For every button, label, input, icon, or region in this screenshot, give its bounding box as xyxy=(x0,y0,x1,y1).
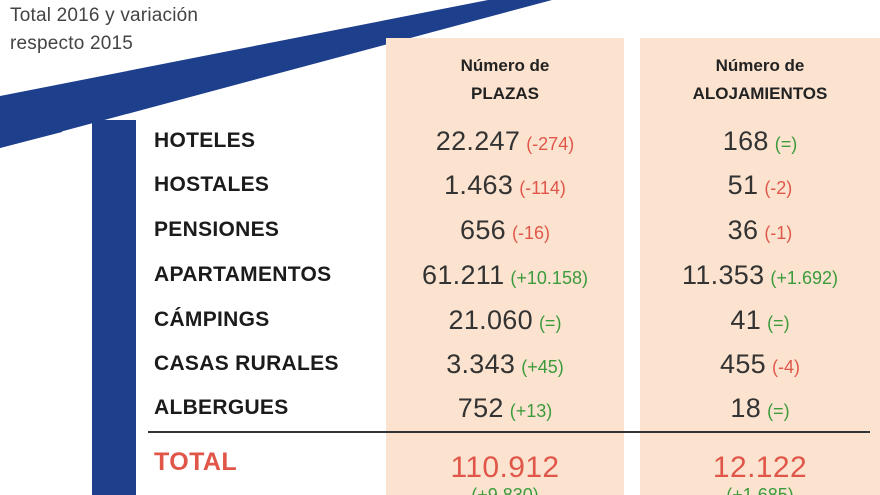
alojamientos-cell: 18 (=) xyxy=(640,386,880,430)
row-label: CÁMPINGS xyxy=(154,308,270,331)
plazas-header-line-2: PLAZAS xyxy=(471,84,539,103)
plazas-cell: 21.060 (=) xyxy=(386,298,624,342)
row-label: CASAS RURALES xyxy=(154,352,339,375)
alojamientos-variation: (-4) xyxy=(771,357,800,377)
plazas-variation: (+13) xyxy=(509,401,553,421)
total-alojamientos-variation: (+1.685) xyxy=(726,485,794,495)
alojamientos-value: 36 xyxy=(727,215,759,245)
alojamientos-variation: (=) xyxy=(774,134,798,154)
plazas-cell: 752 (+13) xyxy=(386,386,624,430)
alojamientos-header-line-2: ALOJAMIENTOS xyxy=(692,84,828,103)
house-wall-shape xyxy=(92,120,136,495)
alojamientos-value: 41 xyxy=(730,305,762,335)
alojamientos-value: 18 xyxy=(730,393,762,423)
roof-slope-shape xyxy=(0,0,552,148)
chart-subtitle: Total 2016 y variación respecto 2015 xyxy=(10,2,198,58)
table-row: APARTAMENTOS 61.211 (+10.158) 11.353 (+1.6… xyxy=(0,253,880,297)
alojamientos-variation: (+1.692) xyxy=(770,268,838,288)
plazas-cell: 3.343 (+45) xyxy=(386,342,624,386)
row-label: HOSTALES xyxy=(154,173,270,196)
alojamientos-cell: 51 (-2) xyxy=(640,163,880,207)
plazas-value: 3.343 xyxy=(446,349,516,379)
alojamientos-variation: (=) xyxy=(767,313,790,333)
plazas-cell: 22.247 (-274) xyxy=(386,119,624,163)
plazas-cell: 656 (-16) xyxy=(386,208,624,252)
roof-eave-left-shape xyxy=(0,96,62,148)
table-row: PENSIONES 656 (-16) 36 (-1) xyxy=(0,208,880,252)
total-alojamientos-cell: 12.122 xyxy=(640,444,880,492)
plazas-variation: (-16) xyxy=(511,223,550,243)
total-label: TOTAL xyxy=(154,448,238,476)
plazas-column-background xyxy=(386,38,624,495)
alojamientos-cell: 41 (=) xyxy=(640,298,880,342)
row-label: HOTELES xyxy=(154,129,256,152)
table-row: HOSTALES 1.463 (-114) 51 (-2) xyxy=(0,163,880,207)
plazas-value: 21.060 xyxy=(448,305,533,335)
alojamientos-value: 11.353 xyxy=(682,260,765,290)
alojamientos-variation: (-2) xyxy=(764,178,793,198)
subtitle-line-1: Total 2016 y variación xyxy=(10,5,199,26)
plazas-value: 22.247 xyxy=(435,126,521,156)
alojamientos-cell: 36 (-1) xyxy=(640,208,880,252)
subtitle-line-2: respecto 2015 xyxy=(10,33,134,54)
alojamientos-value: 455 xyxy=(720,349,766,379)
plazas-cell: 1.463 (-114) xyxy=(386,163,624,207)
plazas-value: 752 xyxy=(457,393,504,423)
alojamientos-value: 51 xyxy=(727,170,759,200)
total-alojamientos-value: 12.122 xyxy=(712,451,808,484)
alojamientos-column-background xyxy=(640,38,880,495)
plazas-variation: (+45) xyxy=(521,357,564,377)
total-plazas-cell: 110.912 xyxy=(386,444,624,492)
total-row: TOTAL 110.912 12.122 (+9.830) (+1.685) xyxy=(0,440,880,495)
total-plazas-variation: (+9.830) xyxy=(471,485,539,495)
table-row: CASAS RURALES 3.343 (+45) 455 (-4) xyxy=(0,342,880,386)
table-row: ALBERGUES 752 (+13) 18 (=) xyxy=(0,386,880,430)
plazas-column-header: Número de PLAZAS xyxy=(386,52,624,108)
row-label: ALBERGUES xyxy=(154,396,289,419)
plazas-header-line-1: Número de xyxy=(460,56,550,75)
row-label: APARTAMENTOS xyxy=(154,263,332,286)
plazas-variation: (-274) xyxy=(526,134,575,154)
alojamientos-cell: 168 (=) xyxy=(640,119,880,163)
plazas-variation: (-114) xyxy=(519,178,566,198)
alojamientos-value: 168 xyxy=(722,126,769,156)
alojamientos-variation: (-1) xyxy=(764,223,793,243)
alojamientos-column-header: Número de ALOJAMIENTOS xyxy=(640,52,880,108)
row-label: PENSIONES xyxy=(154,218,280,241)
table-row: CÁMPINGS 21.060 (=) 41 (=) xyxy=(0,298,880,342)
plazas-value: 656 xyxy=(460,215,506,245)
plazas-value: 1.463 xyxy=(444,170,514,200)
alojamientos-cell: 11.353 (+1.692) xyxy=(640,253,880,297)
plazas-variation: (+10.158) xyxy=(510,268,588,288)
total-plazas-value: 110.912 xyxy=(450,451,560,484)
plazas-cell: 61.211 (+10.158) xyxy=(386,253,624,297)
plazas-value: 61.211 xyxy=(422,260,505,290)
total-separator xyxy=(148,431,870,433)
alojamientos-header-line-1: Número de xyxy=(715,56,805,75)
table-row: HOTELES 22.247 (-274) 168 (=) xyxy=(0,119,880,163)
alojamientos-variation: (=) xyxy=(767,401,790,421)
alojamientos-cell: 455 (-4) xyxy=(640,342,880,386)
plazas-variation: (=) xyxy=(538,313,562,333)
